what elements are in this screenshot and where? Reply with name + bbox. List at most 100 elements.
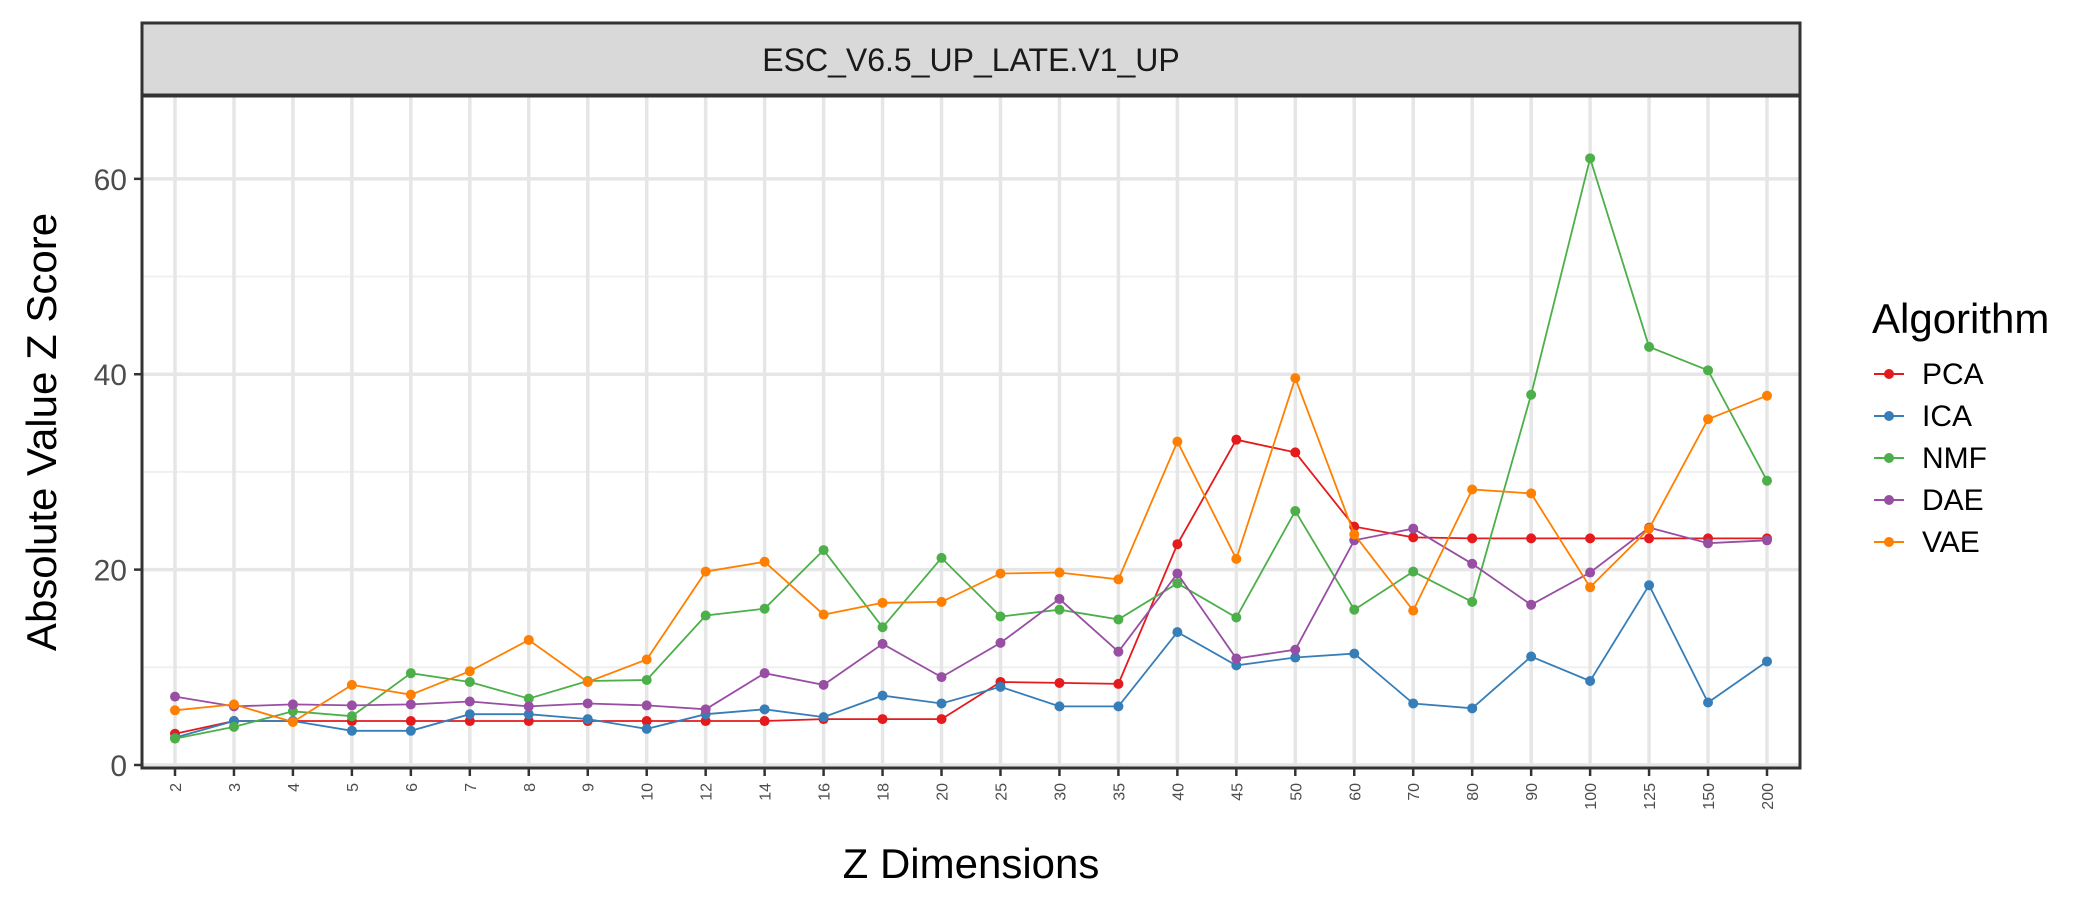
- data-point-vae: [995, 568, 1006, 579]
- data-point-vae: [405, 689, 416, 700]
- data-point-nmf: [700, 610, 711, 621]
- data-point-ica: [818, 712, 829, 723]
- data-point-pca: [1054, 677, 1065, 688]
- data-point-vae: [228, 699, 239, 710]
- data-point-pca: [759, 716, 770, 727]
- data-point-nmf: [759, 603, 770, 614]
- x-tick-label: 5: [345, 783, 362, 792]
- data-point-ica: [523, 709, 534, 720]
- x-tick-label: 60: [1347, 783, 1364, 801]
- data-point-dae: [1290, 644, 1301, 655]
- data-point-pca: [1408, 532, 1419, 543]
- x-tick-label: 18: [876, 783, 893, 801]
- data-point-nmf: [877, 622, 888, 633]
- data-point-pca: [1290, 447, 1301, 458]
- data-point-ica: [1644, 580, 1655, 591]
- data-point-nmf: [1644, 341, 1655, 352]
- data-point-ica: [1231, 660, 1242, 671]
- legend-key-point-nmf: [1884, 453, 1894, 463]
- x-tick-label: 80: [1465, 783, 1482, 801]
- data-point-nmf: [641, 675, 652, 686]
- x-tick-label: 100: [1583, 783, 1600, 810]
- data-point-vae: [1290, 373, 1301, 384]
- x-tick-label: 20: [935, 783, 952, 801]
- legend-key-point-ica: [1884, 411, 1894, 421]
- data-point-dae: [936, 672, 947, 683]
- data-point-ica: [1408, 698, 1419, 709]
- legend-label-dae: DAE: [1922, 484, 1984, 517]
- data-point-vae: [1526, 488, 1537, 499]
- data-point-dae: [1408, 523, 1419, 534]
- data-point-nmf: [170, 733, 180, 744]
- data-point-pca: [1585, 533, 1596, 544]
- data-point-vae: [936, 596, 947, 607]
- data-point-dae: [464, 696, 475, 707]
- data-point-ica: [346, 725, 357, 736]
- data-point-dae: [700, 704, 711, 715]
- x-tick-label: 16: [817, 783, 834, 801]
- data-point-dae: [1703, 538, 1714, 549]
- data-point-ica: [759, 704, 770, 715]
- data-point-vae: [1113, 574, 1124, 585]
- data-point-nmf: [995, 611, 1006, 622]
- data-point-vae: [759, 556, 770, 567]
- legend-key-point-pca: [1884, 369, 1894, 379]
- data-point-dae: [759, 668, 770, 679]
- x-tick-label: 10: [640, 783, 657, 801]
- data-point-ica: [464, 709, 475, 720]
- x-tick-label: 4: [286, 783, 303, 792]
- data-point-dae: [641, 700, 652, 711]
- data-point-nmf: [405, 668, 416, 679]
- data-point-ica: [641, 723, 652, 734]
- data-point-pca: [1526, 533, 1537, 544]
- x-tick-label: 150: [1701, 783, 1718, 810]
- series-line-ica: [174, 583, 1768, 739]
- data-point-vae: [1172, 436, 1183, 447]
- x-tick-label: 40: [1170, 783, 1187, 801]
- data-point-dae: [1172, 568, 1183, 579]
- data-point-nmf: [1231, 612, 1242, 623]
- data-point-ica: [1290, 652, 1301, 663]
- data-point-pca: [1113, 678, 1124, 689]
- legend-key-point-dae: [1884, 495, 1894, 505]
- series-line-vae: [174, 375, 1768, 723]
- y-axis-title: Absolute Value Z Score: [18, 213, 65, 651]
- data-point-nmf: [1585, 153, 1596, 164]
- data-point-nmf: [523, 693, 534, 704]
- data-point-dae: [523, 701, 534, 712]
- data-point-nmf: [287, 706, 298, 717]
- x-tick-label: 30: [1052, 783, 1069, 801]
- data-point-vae: [287, 717, 298, 728]
- data-point-nmf: [346, 711, 357, 722]
- data-point-nmf: [1762, 475, 1772, 486]
- data-point-vae: [1231, 553, 1242, 564]
- series-line-pca: [174, 438, 1767, 735]
- data-point-nmf: [1290, 506, 1301, 516]
- data-point-dae: [877, 638, 888, 649]
- data-point-pca: [1644, 533, 1655, 544]
- data-point-nmf: [1054, 604, 1065, 615]
- data-point-ica: [405, 725, 416, 736]
- data-point-ica: [877, 690, 888, 701]
- data-point-nmf: [1113, 614, 1124, 625]
- x-tick-label: 9: [581, 783, 598, 792]
- data-point-ica: [1762, 656, 1772, 667]
- data-point-vae: [346, 679, 357, 690]
- data-point-pca: [877, 714, 888, 725]
- x-tick-label: 12: [699, 783, 716, 801]
- axes: 2 3 4 5 6 7 8 9 10 12 14 16 18 20 25 30 35 40 45 50 60 70 80 90…: [94, 164, 1777, 810]
- y-tick-label: 60: [94, 164, 127, 197]
- grid-lines: [142, 96, 1800, 768]
- y-tick-label: 40: [94, 359, 127, 392]
- x-tick-label: 200: [1760, 783, 1777, 810]
- data-point-dae: [170, 691, 180, 702]
- data-point-pca: [1467, 533, 1478, 544]
- data-point-vae: [170, 705, 180, 716]
- chart-title: ESC_V6.5_UP_LATE.V1_UP: [762, 42, 1179, 78]
- data-point-vae: [1467, 484, 1478, 495]
- data-point-dae: [1054, 593, 1065, 604]
- data-point-nmf: [936, 552, 947, 563]
- data-point-pca: [523, 716, 534, 727]
